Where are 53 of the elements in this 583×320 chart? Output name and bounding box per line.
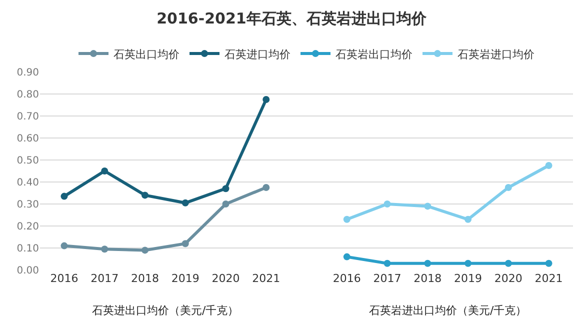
point — [222, 200, 230, 208]
y-tick-label: 0.30 — [16, 200, 39, 210]
x-tick-label: 2016 — [50, 272, 78, 285]
x-tick-label: 2017 — [373, 272, 402, 285]
point — [60, 242, 68, 250]
point — [464, 260, 472, 267]
y-tick-label: 0.80 — [16, 90, 39, 100]
point — [262, 184, 270, 191]
y-tick-label: 0.70 — [16, 112, 39, 122]
x-tick-label: 2019 — [171, 272, 200, 285]
point — [101, 168, 108, 174]
point — [182, 240, 189, 248]
point — [545, 162, 552, 169]
legend-label: 石英出口均价 — [114, 48, 180, 61]
y-tick-label: 0.50 — [16, 156, 39, 166]
x-tick-label: 2020 — [212, 272, 240, 285]
point — [222, 185, 230, 192]
point — [504, 260, 512, 267]
y-tick-label: 0.40 — [16, 178, 39, 188]
y-tick-label: 0.90 — [16, 68, 39, 78]
y-tick-label: 0.60 — [16, 134, 39, 144]
x-tick-label: 2020 — [494, 272, 522, 285]
x-tick-label: 2021 — [534, 272, 563, 285]
point — [343, 216, 350, 223]
y-tick-label: 0.20 — [16, 222, 39, 232]
x-tick-label: 2021 — [252, 272, 280, 285]
point — [141, 192, 148, 199]
point — [384, 260, 391, 267]
text: 石英进出口均价（美元/千克） — [92, 304, 239, 317]
point — [182, 199, 189, 206]
point — [545, 260, 552, 267]
x-tick-label: 2016 — [332, 272, 361, 285]
point — [60, 192, 68, 200]
point — [424, 260, 432, 267]
chart-title: 2016-2021年石英、石英岩进出口均价 — [156, 9, 428, 28]
x-tick-label: 2019 — [454, 272, 482, 285]
point — [384, 200, 391, 208]
x-tick-label: 2018 — [414, 272, 442, 285]
legend-label: 石英岩进口均价 — [458, 48, 534, 61]
x-tick-label: 2017 — [90, 272, 119, 285]
point — [101, 246, 108, 253]
y-tick-label: 0.10 — [16, 244, 39, 254]
legend-label: 石英岩出口均价 — [336, 48, 412, 61]
point — [141, 246, 148, 254]
point — [262, 96, 270, 103]
point — [424, 202, 432, 210]
point — [343, 253, 350, 260]
legend-label: 石英进口均价 — [224, 48, 290, 61]
point — [504, 184, 512, 191]
text: 石英岩进出口均价（美元/千克） — [369, 304, 527, 317]
x-tick-label: 2018 — [130, 272, 159, 285]
y-tick-label: 0.00 — [16, 266, 39, 276]
point — [464, 216, 472, 223]
